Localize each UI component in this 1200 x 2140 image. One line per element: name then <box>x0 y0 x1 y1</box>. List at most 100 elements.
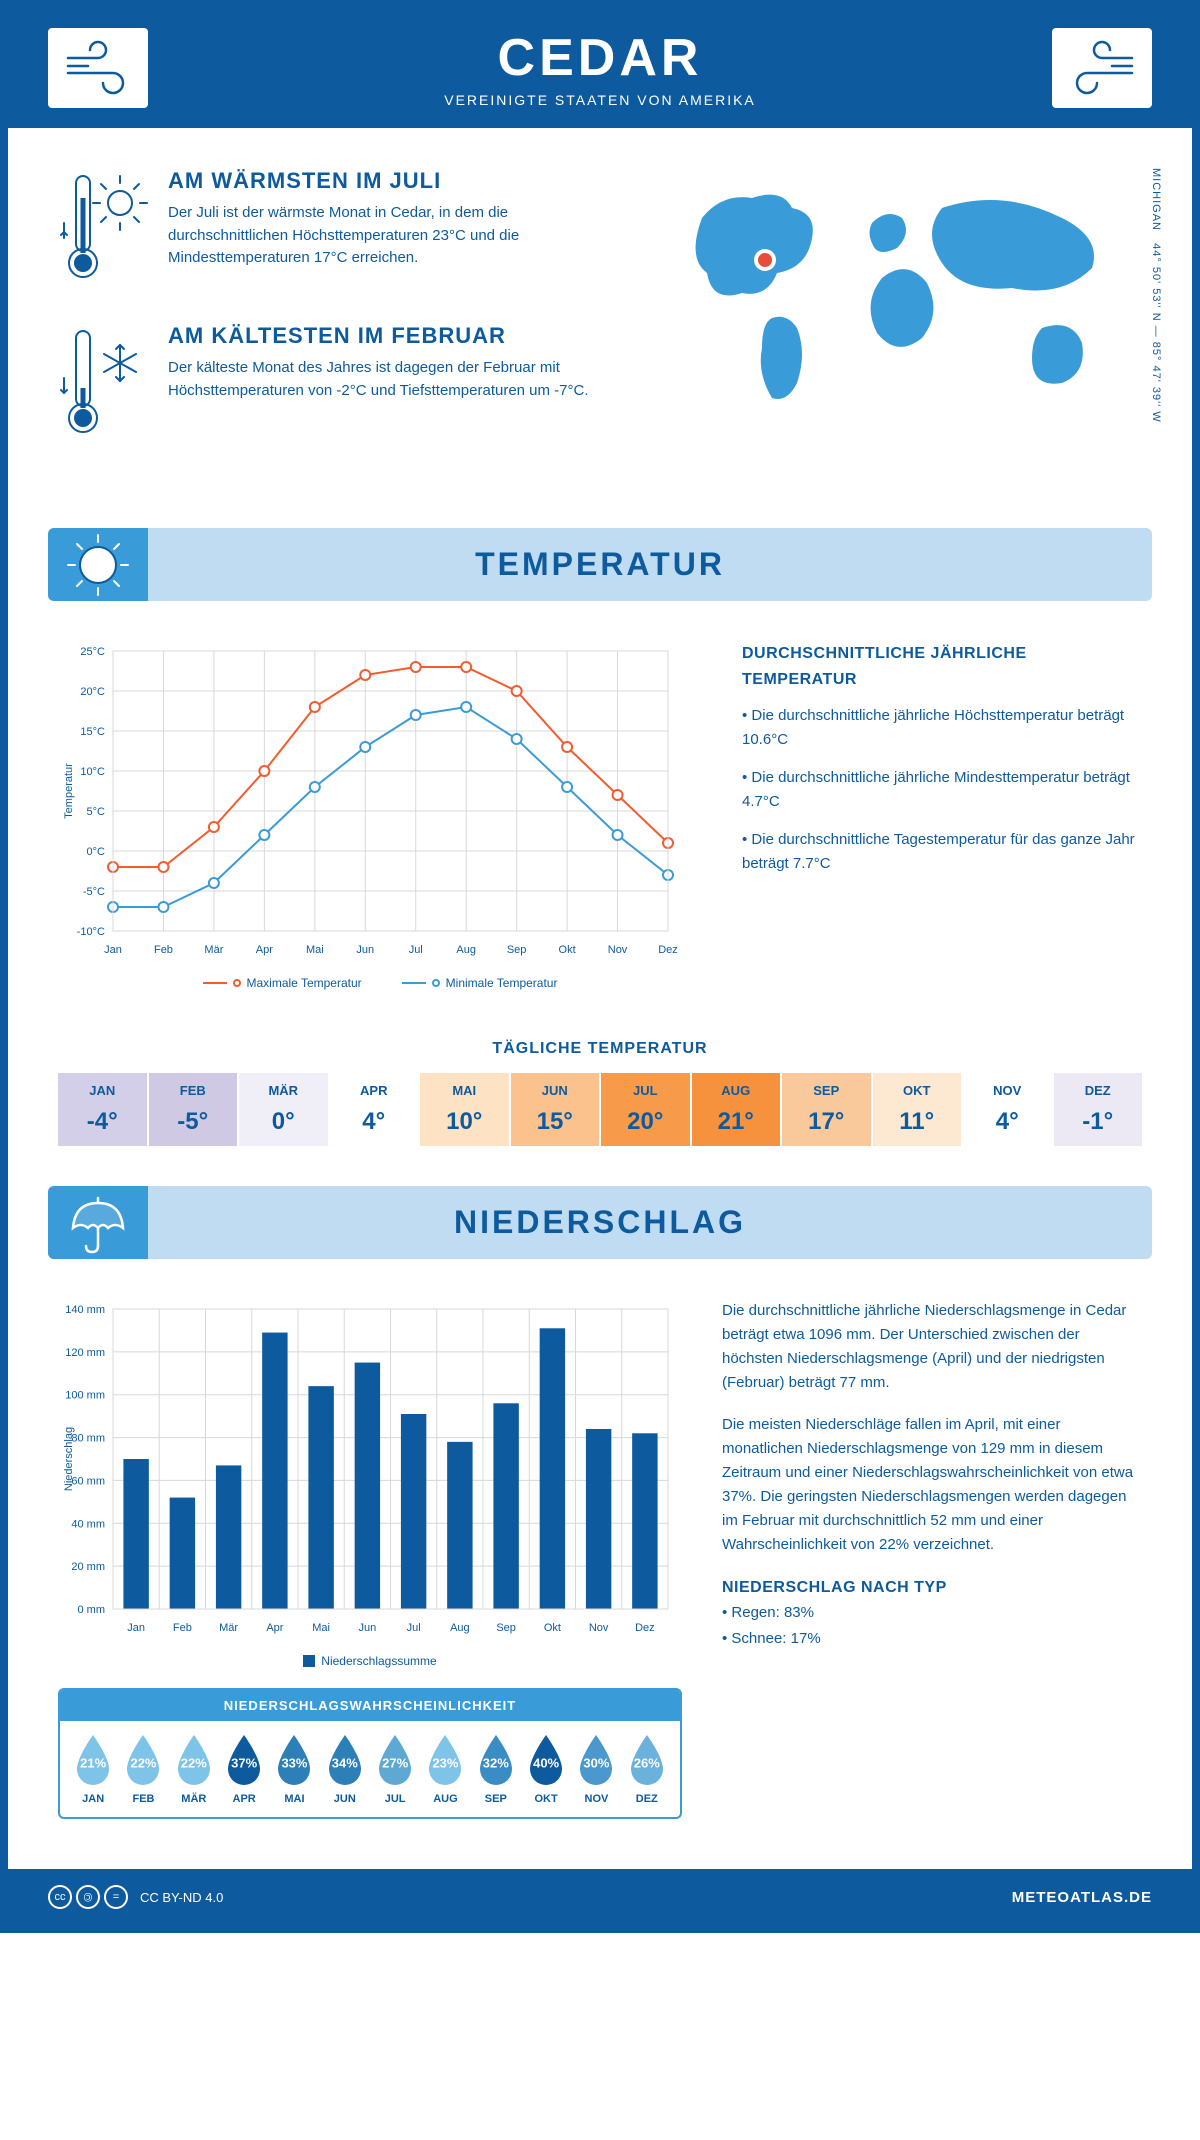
svg-text:10°C: 10°C <box>80 766 105 778</box>
fact-warmest-title: AM WÄRMSTEN IM JULI <box>168 168 622 194</box>
daily-temp-cell: SEP17° <box>782 1073 873 1146</box>
probability-cell: 27% JUL <box>370 1733 420 1805</box>
footer: cc 🄯 = CC BY-ND 4.0 METEOATLAS.DE <box>8 1869 1192 1925</box>
svg-text:Jun: Jun <box>359 1622 377 1634</box>
svg-text:15°C: 15°C <box>80 726 105 738</box>
cc-icon: cc <box>48 1885 72 1909</box>
svg-text:80 mm: 80 mm <box>71 1433 105 1445</box>
svg-text:100 mm: 100 mm <box>65 1390 105 1402</box>
svg-text:-10°C: -10°C <box>77 926 105 938</box>
temperature-heading: TEMPERATUR <box>78 546 1122 583</box>
header-center: CEDAR VEREINIGTE STAATEN VON AMERIKA <box>148 28 1052 108</box>
temp-bullet-1: • Die durchschnittliche jährliche Höchst… <box>742 704 1142 752</box>
raindrop-icon: 22% <box>172 1733 216 1787</box>
probability-cell: 22% MÄR <box>169 1733 219 1805</box>
raindrop-icon: 27% <box>373 1733 417 1787</box>
intro-section: AM WÄRMSTEN IM JULI Der Juli ist der wär… <box>8 128 1192 508</box>
svg-text:20°C: 20°C <box>80 686 105 698</box>
svg-text:Jan: Jan <box>127 1622 145 1634</box>
intro-facts: AM WÄRMSTEN IM JULI Der Juli ist der wär… <box>58 168 622 478</box>
svg-text:Apr: Apr <box>256 944 273 956</box>
svg-text:0°C: 0°C <box>87 846 106 858</box>
precip-rain: • Regen: 83% <box>722 1601 1142 1625</box>
precip-p2: Die meisten Niederschläge fallen im Apri… <box>722 1413 1142 1557</box>
temperature-content: -10°C-5°C0°C5°C10°C15°C20°C25°CJanFebMär… <box>8 621 1192 1020</box>
svg-text:Feb: Feb <box>173 1622 192 1634</box>
svg-text:Mär: Mär <box>219 1622 238 1634</box>
daily-temp-cell: MÄR0° <box>239 1073 330 1146</box>
header: CEDAR VEREINIGTE STAATEN VON AMERIKA <box>8 8 1192 128</box>
umbrella-icon <box>48 1186 148 1259</box>
probability-box: NIEDERSCHLAGSWAHRSCHEINLICHKEIT 21% JAN … <box>58 1688 682 1819</box>
page-container: CEDAR VEREINIGTE STAATEN VON AMERIKA AM … <box>0 0 1200 1933</box>
thermometer-snow-icon <box>58 323 148 448</box>
temp-bullet-2: • Die durchschnittliche jährliche Mindes… <box>742 766 1142 814</box>
daily-temp-title: TÄGLICHE TEMPERATUR <box>8 1040 1192 1058</box>
temperature-legend: Maximale Temperatur Minimale Temperatur <box>58 976 702 990</box>
temp-bullet-3: • Die durchschnittliche Tagestemperatur … <box>742 828 1142 876</box>
probability-cell: 22% FEB <box>118 1733 168 1805</box>
svg-text:Mai: Mai <box>312 1622 330 1634</box>
section-header-temperature: TEMPERATUR <box>48 528 1152 601</box>
svg-text:Dez: Dez <box>635 1622 655 1634</box>
license-text: CC BY-ND 4.0 <box>140 1890 223 1905</box>
precipitation-bar-chart: 0 mm20 mm40 mm60 mm80 mm100 mm120 mm140 … <box>58 1299 682 1819</box>
probability-title: NIEDERSCHLAGSWAHRSCHEINLICHKEIT <box>60 1690 680 1721</box>
svg-text:20 mm: 20 mm <box>71 1561 105 1573</box>
svg-text:Jan: Jan <box>104 944 122 956</box>
svg-text:120 mm: 120 mm <box>65 1347 105 1359</box>
svg-text:Okt: Okt <box>559 944 576 956</box>
temperature-line-chart: -10°C-5°C0°C5°C10°C15°C20°C25°CJanFebMär… <box>58 641 702 990</box>
svg-text:0 mm: 0 mm <box>78 1604 106 1616</box>
daily-temp-cell: JAN-4° <box>58 1073 149 1146</box>
wind-icon-right <box>1052 28 1152 108</box>
svg-text:Nov: Nov <box>608 944 628 956</box>
world-map <box>662 168 1142 428</box>
raindrop-icon: 40% <box>524 1733 568 1787</box>
precip-snow: • Schnee: 17% <box>722 1627 1142 1651</box>
probability-cell: 30% NOV <box>571 1733 621 1805</box>
precip-type-title: NIEDERSCHLAG NACH TYP <box>722 1575 1142 1601</box>
page-subtitle: VEREINIGTE STAATEN VON AMERIKA <box>148 92 1052 108</box>
nd-icon: = <box>104 1885 128 1909</box>
coordinates-label: MICHIGAN 44° 50' 53'' N — 85° 47' 39'' W <box>1150 168 1162 423</box>
daily-temp-grid: JAN-4°FEB-5°MÄR0°APR4°MAI10°JUN15°JUL20°… <box>58 1073 1142 1146</box>
daily-temp-cell: AUG21° <box>692 1073 783 1146</box>
daily-temp-cell: JUL20° <box>601 1073 692 1146</box>
probability-cell: 32% SEP <box>471 1733 521 1805</box>
svg-text:Sep: Sep <box>496 1622 516 1634</box>
svg-text:Temperatur: Temperatur <box>63 763 75 819</box>
fact-coldest-title: AM KÄLTESTEN IM FEBRUAR <box>168 323 622 349</box>
svg-text:Jun: Jun <box>356 944 374 956</box>
fact-coldest-body: AM KÄLTESTEN IM FEBRUAR Der kälteste Mon… <box>168 323 622 448</box>
svg-text:Niederschlag: Niederschlag <box>63 1427 75 1491</box>
raindrop-icon: 23% <box>423 1733 467 1787</box>
svg-text:Nov: Nov <box>589 1622 609 1634</box>
svg-text:5°C: 5°C <box>87 806 106 818</box>
temperature-info: DURCHSCHNITTLICHE JÄHRLICHE TEMPERATUR •… <box>742 641 1142 990</box>
raindrop-icon: 26% <box>625 1733 669 1787</box>
fact-coldest-text: Der kälteste Monat des Jahres ist dagege… <box>168 357 622 402</box>
svg-text:Dez: Dez <box>658 944 678 956</box>
raindrop-icon: 21% <box>71 1733 115 1787</box>
footer-license: cc 🄯 = CC BY-ND 4.0 <box>48 1885 223 1909</box>
probability-cell: 40% OKT <box>521 1733 571 1805</box>
temp-info-title: DURCHSCHNITTLICHE JÄHRLICHE TEMPERATUR <box>742 641 1142 692</box>
raindrop-icon: 34% <box>323 1733 367 1787</box>
wind-icon-left <box>48 28 148 108</box>
precipitation-legend: Niederschlagssumme <box>58 1654 682 1668</box>
cc-icons: cc 🄯 = <box>48 1885 128 1909</box>
svg-text:-5°C: -5°C <box>83 886 105 898</box>
section-header-precipitation: NIEDERSCHLAG <box>48 1186 1152 1259</box>
world-map-container: MICHIGAN 44° 50' 53'' N — 85° 47' 39'' W <box>662 168 1142 478</box>
probability-cell: 37% APR <box>219 1733 269 1805</box>
daily-temp-cell: NOV4° <box>963 1073 1054 1146</box>
daily-temp-cell: JUN15° <box>511 1073 602 1146</box>
svg-text:Mär: Mär <box>204 944 223 956</box>
svg-text:Aug: Aug <box>456 944 476 956</box>
precipitation-content: 0 mm20 mm40 mm60 mm80 mm100 mm120 mm140 … <box>8 1279 1192 1839</box>
probability-cell: 33% MAI <box>269 1733 319 1805</box>
probability-grid: 21% JAN 22% FEB 22% MÄR 37% APR 33% MAI … <box>60 1721 680 1817</box>
svg-text:Okt: Okt <box>544 1622 561 1634</box>
daily-temp-cell: FEB-5° <box>149 1073 240 1146</box>
